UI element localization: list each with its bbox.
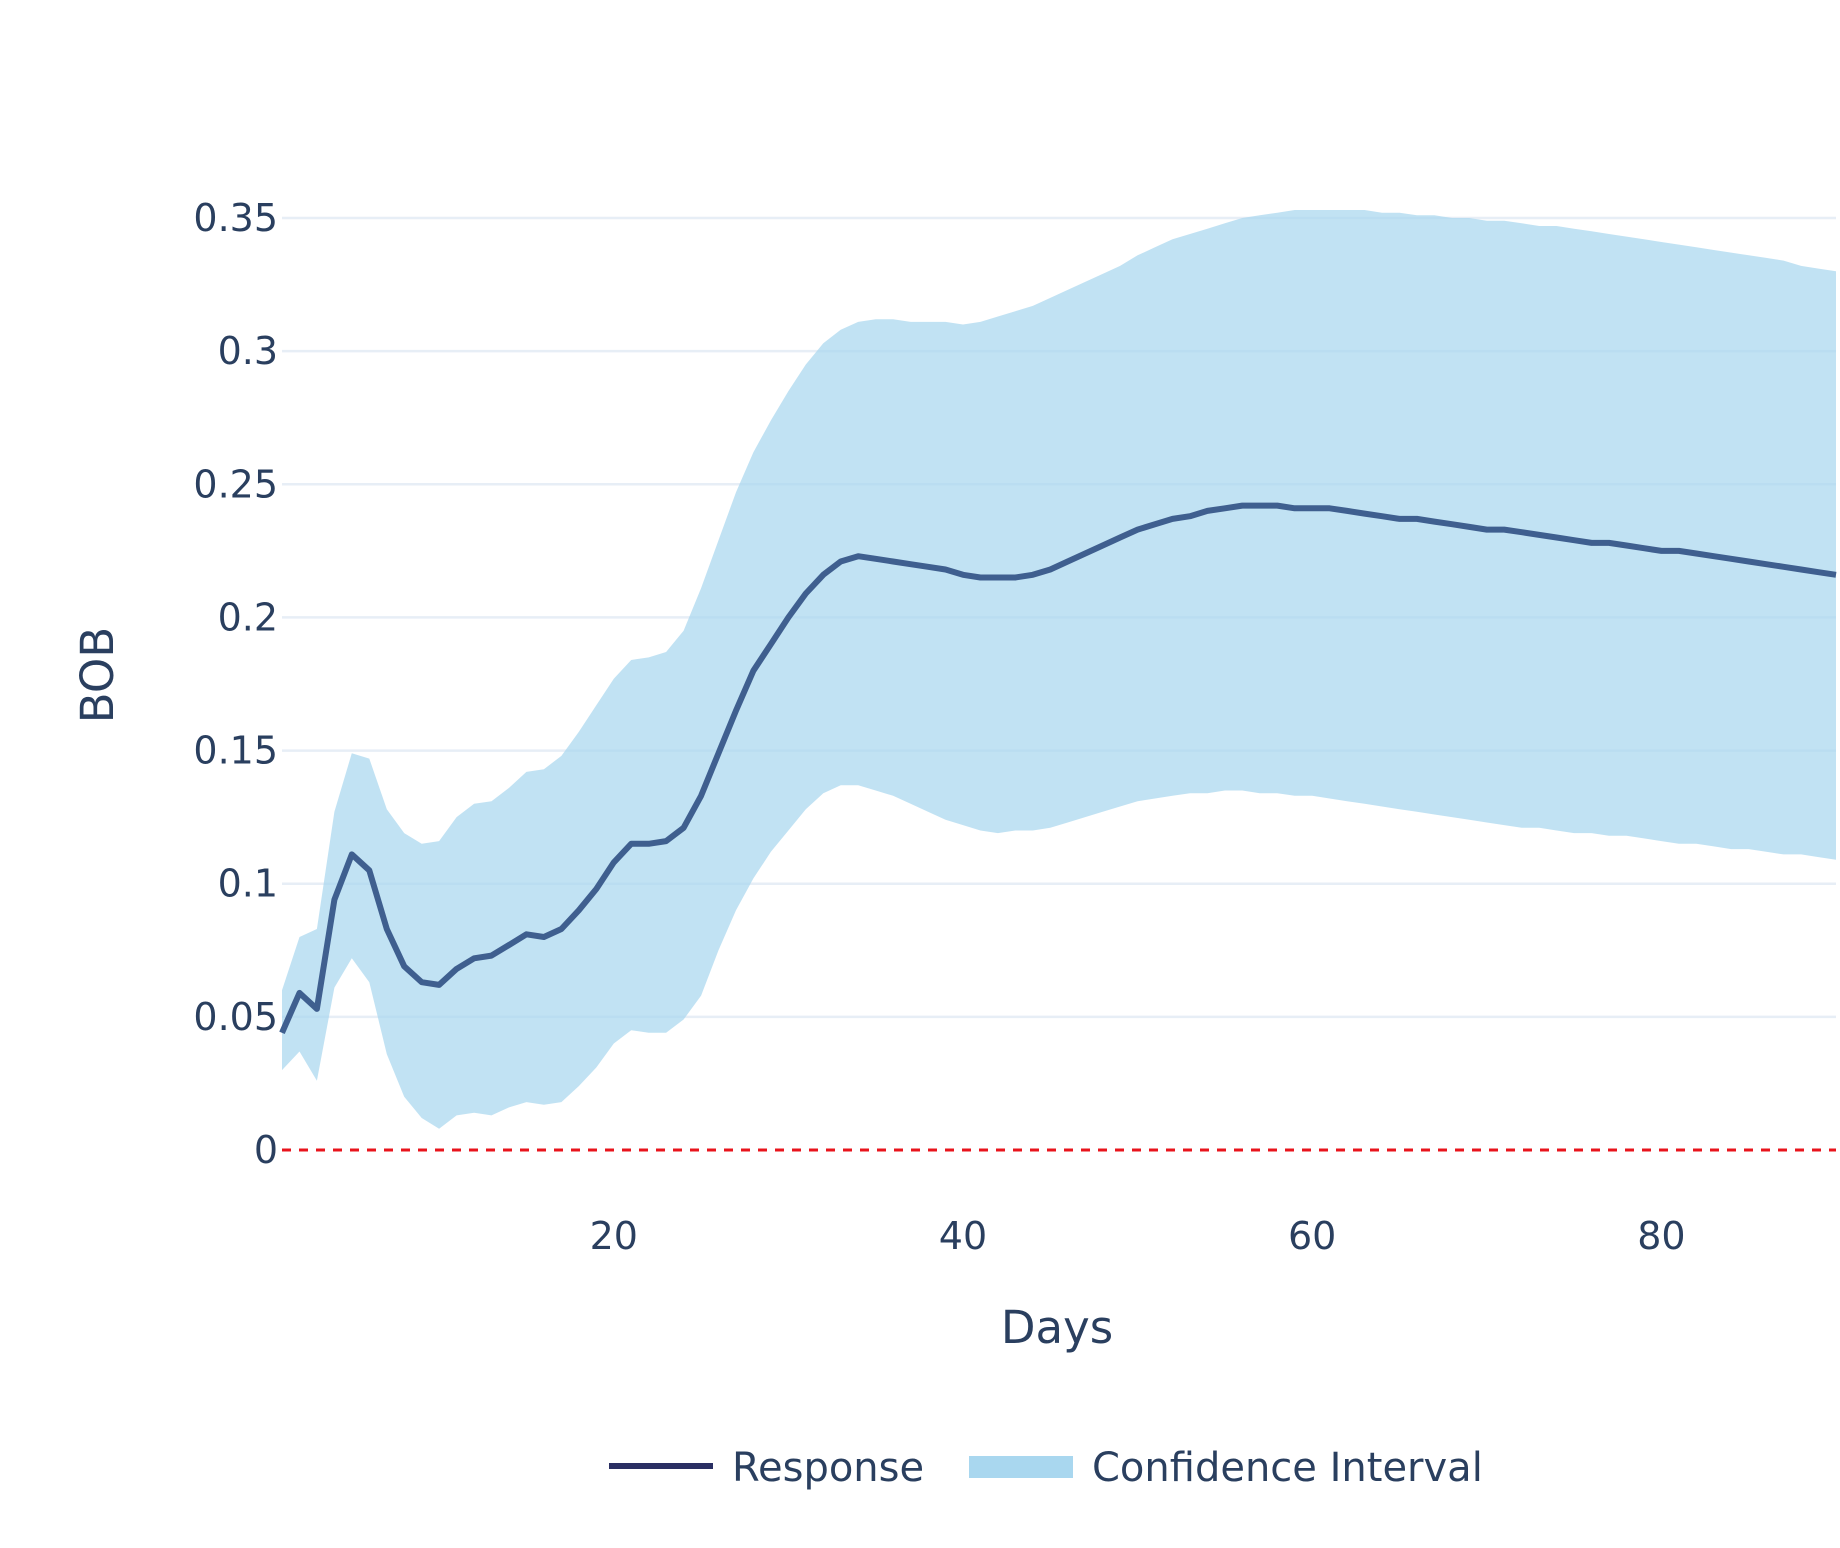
legend-item-confidence-interval[interactable]: Confidence Interval <box>969 1445 1483 1491</box>
x-axis-ticks: 20 40 60 80 <box>590 1214 1686 1258</box>
confidence-interval-band <box>282 210 1836 1129</box>
y-tick-label: 0 <box>254 1128 278 1172</box>
response-line-layer <box>279 502 1837 1035</box>
y-axis-title: BOB <box>71 627 124 723</box>
y-tick-label: 0.3 <box>218 329 278 373</box>
y-axis-ticks: 0 0.05 0.1 0.15 0.2 0.25 0.3 0.35 <box>193 196 278 1172</box>
confidence-band-layer <box>282 210 1836 1129</box>
y-tick-label: 0.35 <box>193 196 278 240</box>
x-tick-label: 60 <box>1288 1214 1336 1258</box>
y-tick-label: 0.15 <box>193 729 278 773</box>
legend-item-response[interactable]: Response <box>609 1445 924 1491</box>
x-tick-label: 40 <box>939 1214 987 1258</box>
y-tick-label: 0.2 <box>218 595 278 639</box>
response-line <box>279 502 1837 1035</box>
legend-swatch-confidence-interval <box>969 1456 1073 1478</box>
x-tick-label: 80 <box>1637 1214 1685 1258</box>
y-tick-label: 0.05 <box>193 995 278 1039</box>
legend: Response Confidence Interval <box>609 1445 1483 1491</box>
legend-label-response: Response <box>732 1445 924 1491</box>
y-tick-label: 0.25 <box>193 462 278 506</box>
x-tick-label: 20 <box>590 1214 638 1258</box>
x-axis-title: Days <box>1001 1301 1113 1354</box>
legend-label-confidence-interval: Confidence Interval <box>1092 1445 1483 1491</box>
y-tick-label: 0.1 <box>218 862 278 906</box>
